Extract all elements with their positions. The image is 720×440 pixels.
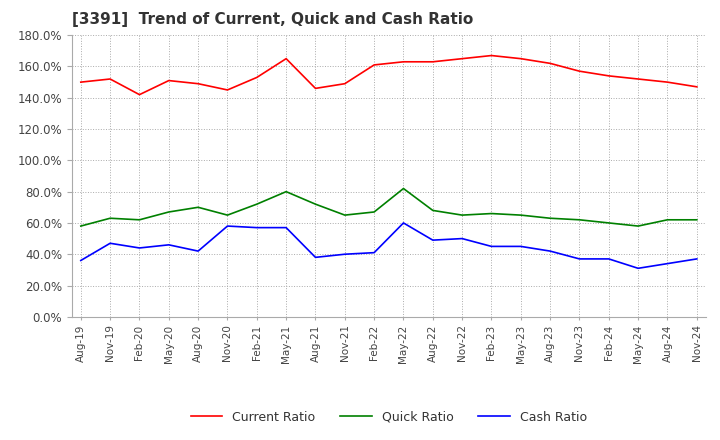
Cash Ratio [399, 220, 408, 226]
Cash Ratio [194, 249, 202, 254]
Current Ratio [428, 59, 437, 64]
Current Ratio [370, 62, 379, 68]
Cash Ratio [253, 225, 261, 230]
Cash Ratio [516, 244, 525, 249]
Quick Ratio [76, 224, 85, 229]
Cash Ratio [106, 241, 114, 246]
Cash Ratio [546, 249, 554, 254]
Current Ratio [693, 84, 701, 89]
Quick Ratio [194, 205, 202, 210]
Current Ratio [76, 80, 85, 85]
Cash Ratio [575, 256, 584, 261]
Cash Ratio [605, 256, 613, 261]
Legend: Current Ratio, Quick Ratio, Cash Ratio: Current Ratio, Quick Ratio, Cash Ratio [186, 406, 592, 429]
Quick Ratio [634, 224, 642, 229]
Cash Ratio [164, 242, 173, 247]
Quick Ratio [487, 211, 496, 216]
Current Ratio [282, 56, 290, 61]
Quick Ratio [575, 217, 584, 223]
Cash Ratio [370, 250, 379, 255]
Current Ratio [223, 87, 232, 92]
Quick Ratio [223, 213, 232, 218]
Current Ratio [634, 77, 642, 82]
Quick Ratio [370, 209, 379, 215]
Quick Ratio [282, 189, 290, 194]
Current Ratio [106, 77, 114, 82]
Current Ratio [516, 56, 525, 61]
Cash Ratio [487, 244, 496, 249]
Current Ratio [605, 73, 613, 78]
Quick Ratio [399, 186, 408, 191]
Quick Ratio [428, 208, 437, 213]
Quick Ratio [253, 202, 261, 207]
Current Ratio [546, 61, 554, 66]
Quick Ratio [311, 202, 320, 207]
Current Ratio [194, 81, 202, 86]
Quick Ratio [516, 213, 525, 218]
Line: Quick Ratio: Quick Ratio [81, 188, 697, 226]
Text: [3391]  Trend of Current, Quick and Cash Ratio: [3391] Trend of Current, Quick and Cash … [72, 12, 473, 27]
Quick Ratio [164, 209, 173, 215]
Current Ratio [311, 86, 320, 91]
Current Ratio [663, 80, 672, 85]
Current Ratio [253, 75, 261, 80]
Current Ratio [135, 92, 144, 97]
Quick Ratio [605, 220, 613, 226]
Cash Ratio [634, 266, 642, 271]
Quick Ratio [135, 217, 144, 223]
Quick Ratio [546, 216, 554, 221]
Current Ratio [458, 56, 467, 61]
Current Ratio [487, 53, 496, 58]
Cash Ratio [341, 252, 349, 257]
Cash Ratio [663, 261, 672, 266]
Quick Ratio [693, 217, 701, 223]
Current Ratio [575, 69, 584, 74]
Quick Ratio [458, 213, 467, 218]
Quick Ratio [663, 217, 672, 223]
Cash Ratio [76, 258, 85, 263]
Quick Ratio [341, 213, 349, 218]
Current Ratio [164, 78, 173, 83]
Cash Ratio [135, 246, 144, 251]
Quick Ratio [106, 216, 114, 221]
Cash Ratio [693, 256, 701, 261]
Line: Cash Ratio: Cash Ratio [81, 223, 697, 268]
Line: Current Ratio: Current Ratio [81, 55, 697, 95]
Current Ratio [399, 59, 408, 64]
Cash Ratio [311, 255, 320, 260]
Cash Ratio [458, 236, 467, 241]
Current Ratio [341, 81, 349, 86]
Cash Ratio [428, 238, 437, 243]
Cash Ratio [282, 225, 290, 230]
Cash Ratio [223, 224, 232, 229]
